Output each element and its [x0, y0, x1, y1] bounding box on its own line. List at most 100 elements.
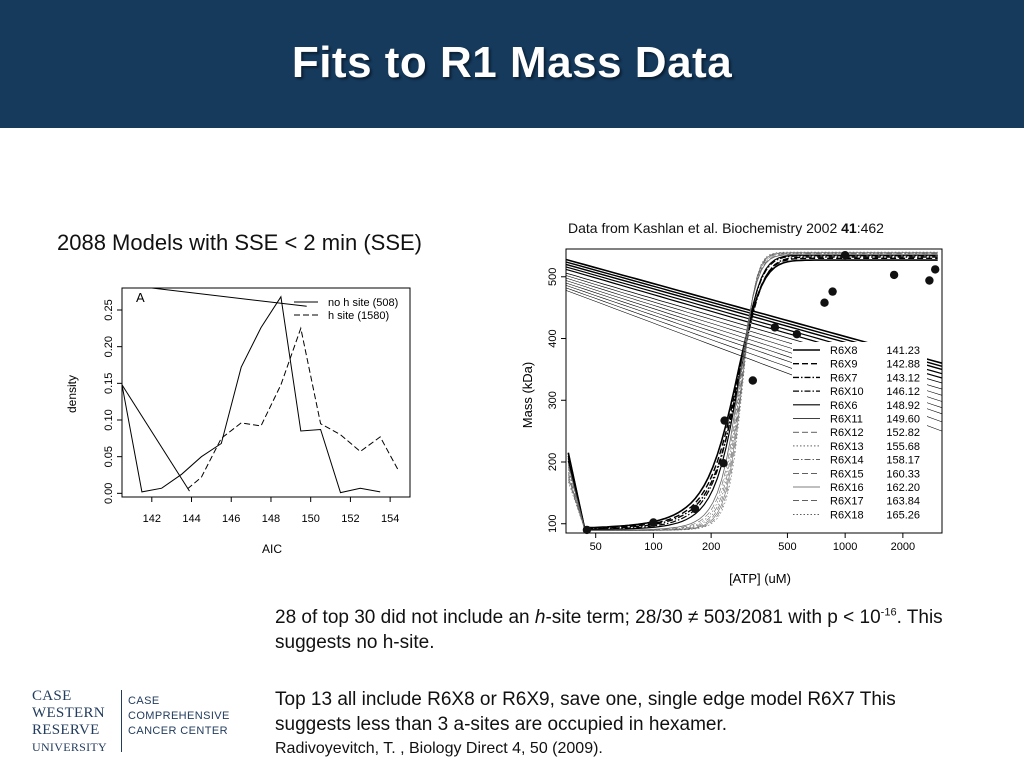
legend-label: R6X16: [830, 482, 864, 494]
y-tick-label: 0.05: [103, 446, 115, 467]
data-point: [820, 298, 829, 307]
x-tick-label: 100: [644, 541, 662, 553]
y-tick-label: 100: [547, 515, 559, 533]
finding-text-2: Top 13 all include R6X8 or R6X9, save on…: [275, 689, 896, 735]
finding-text-1: 28 of top 30 did not include an h-site t…: [275, 605, 965, 655]
legend-value: 142.88: [886, 359, 920, 371]
data-point: [690, 504, 700, 514]
data-point: [828, 287, 837, 296]
legend-value: 146.12: [886, 386, 920, 398]
slide-subtitle: 2088 Models with SSE < 2 min (SSE): [57, 230, 422, 255]
legend-label: R6X15: [830, 468, 864, 480]
x-axis-label: AIC: [262, 542, 282, 556]
plot-box: [565, 248, 943, 534]
mass-axis-ticks: 50 100 200 500 1000 2000 100 200 300 400 500: [547, 268, 915, 553]
legend-label: R6X8: [830, 345, 858, 357]
x-tick-label: 200: [702, 541, 720, 553]
y-axis-label: Mass (kDa): [520, 362, 535, 428]
data-point: [720, 416, 729, 425]
text1-italic: h: [534, 607, 546, 628]
legend-value: 163.84: [886, 496, 920, 508]
source-suffix: :462: [856, 220, 884, 236]
legend-value: 162.20: [886, 482, 920, 494]
y-tick-label: 500: [547, 268, 559, 286]
reference-line: [121, 384, 190, 492]
legend-label: R6X12: [830, 427, 864, 439]
x-tick-label: 50: [590, 541, 602, 553]
logo-line1: CASE: [32, 688, 72, 704]
y-tick-label: 400: [547, 329, 559, 347]
sigmoid-fit-line: [567, 254, 938, 531]
data-point: [840, 251, 850, 260]
y-tick-label: 0.00: [103, 483, 115, 504]
mass-legend: R6X8 141.23 R6X9 142.88 R6X7 143.12 R6X10 146.1…: [792, 342, 927, 522]
legend-value: 155.68: [886, 441, 920, 453]
sigmoid-fit-line: [568, 252, 938, 531]
legend-label: R6X14: [830, 455, 864, 467]
legend-label: R6X9: [830, 359, 858, 371]
x-tick-label: 1000: [833, 541, 857, 553]
x-tick-label: 2000: [891, 541, 915, 553]
y-tick-label: 0.20: [103, 336, 115, 357]
x-axis-label: [ATP] (uM): [729, 571, 791, 586]
legend-label: R6X17: [830, 496, 864, 508]
legend-value: 165.26: [886, 509, 920, 521]
data-point: [931, 265, 940, 274]
sigmoid-fit-line: [567, 259, 938, 531]
aic-density-chart: 142 144 146 148 150 152 154 0.00 0.05 0.10 0.15 0.2…: [65, 287, 411, 556]
aic-axis-ticks: 142 144 146 148 150 152 154 0.00 0.05 0.10 0.15 0.2…: [103, 299, 399, 525]
text1-sup: -16: [880, 606, 897, 619]
logo-divider: [121, 690, 122, 752]
data-point: [748, 376, 757, 385]
legend-value: 149.60: [886, 414, 920, 426]
sigmoid-fit-line: [568, 251, 938, 531]
legend-value: 160.33: [886, 468, 920, 480]
data-point: [889, 270, 899, 280]
logo-line4: UNIVERSITY: [32, 740, 107, 754]
logo-line2: WESTERN: [32, 705, 105, 721]
y-tick-label: 0.15: [103, 373, 115, 394]
legend-value: 143.12: [886, 372, 920, 384]
legend-value: 141.23: [886, 345, 920, 357]
y-tick-label: 0.10: [103, 409, 115, 430]
legend-label: R6X10: [830, 386, 864, 398]
center-line3: CANCER CENTER: [128, 725, 228, 737]
text1-b: -site term; 28/30 ≠ 503/2081 with p < 10: [545, 607, 881, 628]
citation: Radivoyevitch, T. , Biology Direct 4, 50…: [275, 740, 603, 757]
x-tick-label: 146: [222, 513, 240, 525]
y-tick-label: 200: [547, 453, 559, 471]
series-line: [187, 326, 399, 490]
x-tick-label: 142: [143, 513, 161, 525]
source-volume: 41: [841, 220, 857, 236]
mass-atp-chart: 50 100 200 500 1000 2000 100 200 300 400 500 [ATP]…: [520, 248, 943, 586]
legend-label: R6X11: [830, 414, 863, 426]
data-point: [770, 323, 780, 332]
x-tick-label: 152: [341, 513, 359, 525]
legend-label: R6X13: [830, 441, 864, 453]
legend-label: no h site (508): [328, 297, 398, 309]
cancer-center-wordmark: CASE COMPREHENSIVE CANCER CENTER: [128, 694, 230, 739]
y-tick-label: 300: [547, 391, 559, 409]
legend-label: R6X18: [830, 509, 864, 521]
title-bar: Fits to R1 Mass Data: [0, 0, 1024, 128]
x-tick-label: 500: [778, 541, 796, 553]
center-line2: COMPREHENSIVE: [128, 710, 230, 722]
center-line1: CASE: [128, 695, 160, 707]
data-point: [582, 525, 592, 535]
reference-line: [151, 287, 307, 307]
legend-label: R6X6: [830, 400, 858, 412]
logo-line3: RESERVE: [32, 722, 100, 738]
text1-c: . This suggests no h-site.: [275, 607, 943, 653]
data-point: [719, 459, 728, 468]
slide-title: Fits to R1 Mass Data: [291, 38, 733, 87]
legend-value: 148.92: [886, 400, 920, 412]
series-line: [121, 295, 381, 494]
source-prefix: Data from Kashlan et al. Biochemistry 20…: [568, 220, 842, 236]
x-tick-label: 144: [182, 513, 200, 525]
y-axis-label: density: [65, 375, 79, 413]
aic-plot-frame: [121, 287, 411, 498]
x-tick-label: 148: [262, 513, 280, 525]
x-tick-label: 150: [302, 513, 320, 525]
text1-a: 28 of top 30 did not include an: [275, 607, 535, 628]
cwru-wordmark: CASE WESTERN RESERVE UNIVERSITY: [32, 688, 117, 756]
